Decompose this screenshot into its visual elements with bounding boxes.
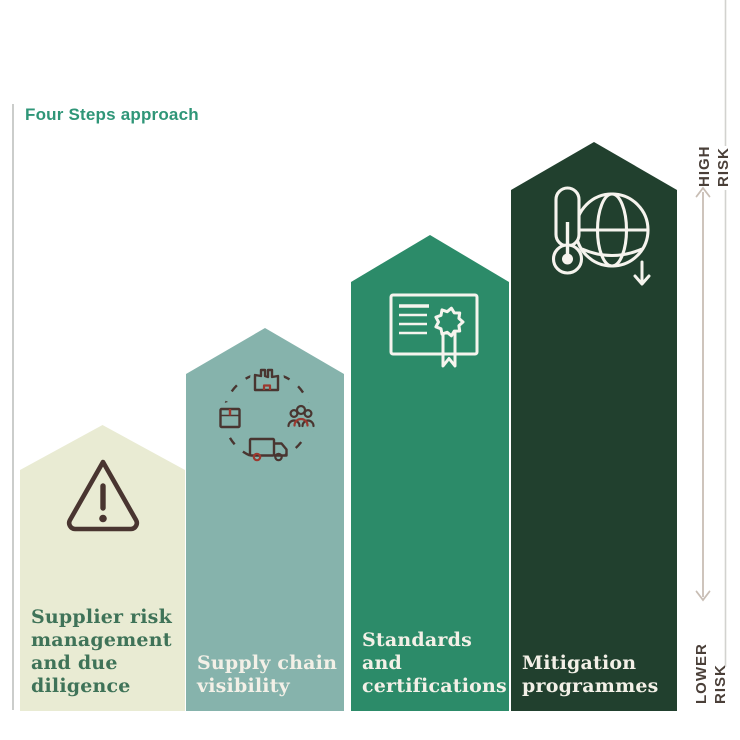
- page-title: Four Steps approach: [25, 105, 199, 124]
- column-shape: [511, 142, 677, 711]
- column-label: Standards and certifications: [362, 629, 507, 697]
- arrow-down-icon: [695, 590, 711, 602]
- globe: [574, 192, 650, 268]
- arrow-up-icon: [695, 186, 711, 198]
- thermometer: [551, 186, 584, 275]
- certificate-text-lines: [399, 304, 429, 335]
- step-column-supply-chain: Supply chain visibility: [186, 328, 344, 711]
- truck-icon: [248, 437, 288, 462]
- lower-risk-label: LOWER RISK: [693, 643, 729, 704]
- column-label: Supply chain visibility: [197, 652, 338, 697]
- left-border-line: [12, 104, 14, 710]
- step-column-supplier-risk: Supplier risk management and due diligen…: [20, 425, 185, 711]
- certificate-icon: [389, 293, 479, 368]
- high-risk-label: HIGH RISK: [696, 145, 732, 188]
- people-group-icon: [287, 404, 315, 428]
- supply-chain-icon: [217, 366, 317, 466]
- risk-axis: [695, 0, 727, 667]
- globe-thermometer-icon: [551, 186, 651, 286]
- step-column-standards: Standards and certifications: [351, 235, 509, 711]
- arrow-down-icon: [633, 260, 651, 286]
- warning-triangle-icon: [66, 459, 140, 532]
- step-column-mitigation: Mitigation programmes: [511, 142, 677, 711]
- column-shape: [20, 425, 185, 711]
- column-label: Mitigation programmes: [522, 652, 659, 697]
- package-box-icon: [219, 407, 241, 429]
- column-shape: [351, 235, 509, 711]
- factory-icon: [253, 368, 280, 392]
- rosette: [434, 306, 465, 338]
- ribbon-tails: [441, 331, 457, 368]
- column-label: Supplier risk management and due diligen…: [31, 606, 172, 697]
